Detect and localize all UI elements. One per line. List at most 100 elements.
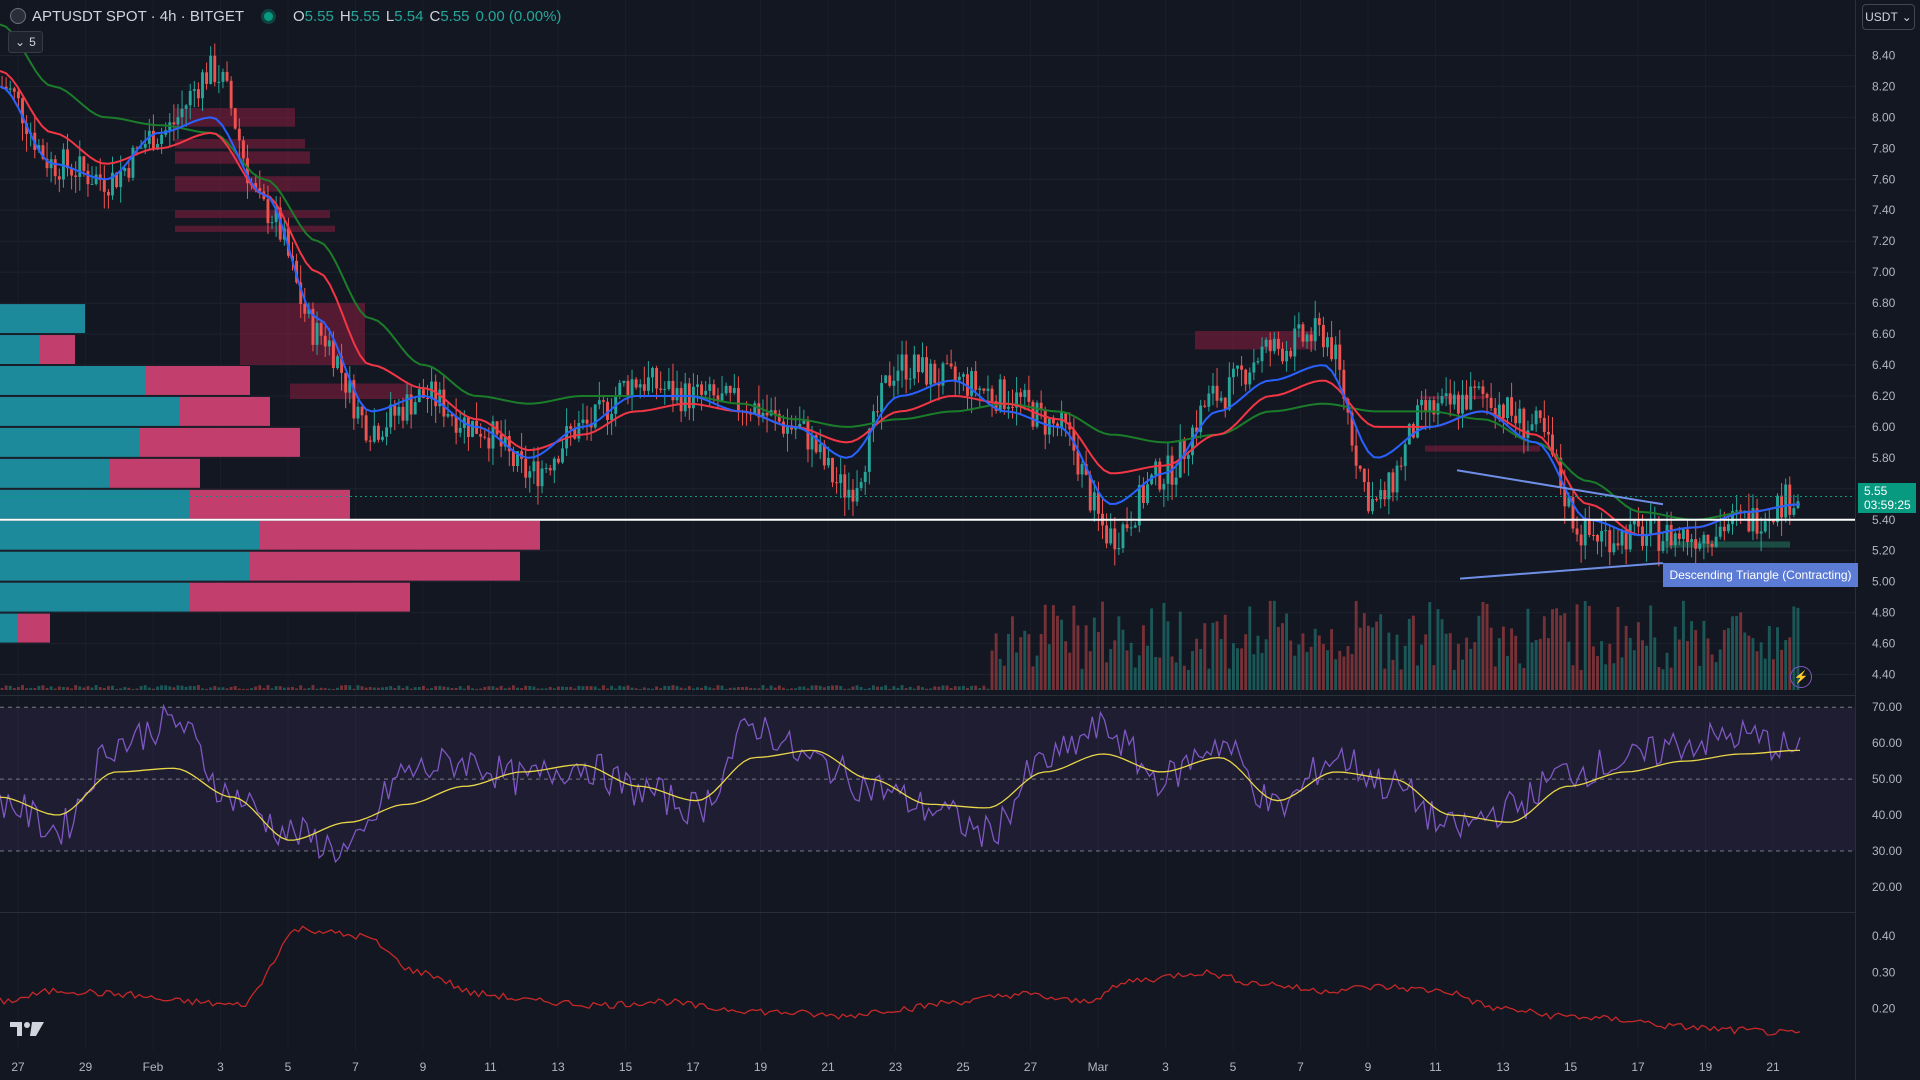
volume-bar bbox=[1600, 641, 1604, 690]
candle-body bbox=[986, 388, 990, 391]
time-tick-label: 5 bbox=[1230, 1060, 1237, 1074]
supply-zone bbox=[1420, 395, 1485, 400]
volume-bar bbox=[597, 688, 601, 690]
volume-bar bbox=[376, 687, 380, 690]
volume-bar bbox=[1452, 669, 1456, 690]
time-tick-label: 7 bbox=[352, 1060, 359, 1074]
volume-bar bbox=[1428, 602, 1432, 690]
volume-profile-down bbox=[110, 458, 200, 488]
volume-bar bbox=[1285, 613, 1289, 690]
ema-slow-line bbox=[0, 23, 1801, 521]
volume-bar bbox=[323, 688, 327, 690]
symbol-title[interactable]: APTUSDT SPOT · 4h · BITGET bbox=[32, 7, 244, 25]
candle-body bbox=[1035, 402, 1039, 427]
volume-bar bbox=[397, 685, 401, 690]
volume-bar bbox=[986, 688, 990, 690]
candle-body bbox=[1105, 525, 1109, 544]
volume-bar bbox=[757, 688, 761, 690]
candle-body bbox=[1166, 455, 1170, 484]
candle-body bbox=[409, 394, 413, 415]
candle-body bbox=[180, 108, 184, 118]
volume-bar bbox=[1714, 662, 1718, 690]
rsi-tick-label: 40.00 bbox=[1872, 808, 1902, 822]
candle-body bbox=[663, 388, 667, 390]
volume-bar bbox=[250, 688, 254, 690]
time-tick-label: 17 bbox=[686, 1060, 700, 1074]
volume-bar bbox=[806, 688, 810, 690]
volume-bar bbox=[1191, 651, 1194, 690]
candle-body bbox=[1710, 543, 1714, 547]
volume-bar bbox=[389, 686, 393, 690]
volume-bar bbox=[945, 685, 949, 690]
candle-body bbox=[233, 108, 237, 129]
volume-bar bbox=[254, 686, 258, 690]
volume-bar bbox=[286, 687, 290, 690]
candle-body bbox=[540, 468, 544, 487]
volume-bar bbox=[1620, 657, 1624, 690]
volume-bar bbox=[994, 633, 998, 690]
candle-body bbox=[761, 412, 765, 418]
candle-body bbox=[798, 423, 802, 428]
volume-bar bbox=[1465, 637, 1469, 690]
volume-profile-up bbox=[0, 458, 110, 488]
volume-bar bbox=[344, 685, 348, 690]
candle-body bbox=[1706, 534, 1710, 544]
candle-body bbox=[1051, 418, 1055, 424]
volume-bar bbox=[933, 686, 937, 690]
volume-bar bbox=[536, 688, 540, 690]
volume-bar bbox=[45, 688, 49, 690]
volume-bar bbox=[941, 685, 945, 690]
pattern-label[interactable]: Descending Triangle (Contracting) bbox=[1663, 563, 1858, 587]
tradingview-logo-icon[interactable] bbox=[10, 1020, 44, 1038]
volume-bar bbox=[1669, 667, 1673, 690]
candle-body bbox=[1575, 528, 1579, 535]
volume-bar bbox=[683, 688, 687, 690]
candle-body bbox=[1219, 397, 1223, 401]
candle-body bbox=[970, 371, 974, 396]
volume-bar bbox=[573, 688, 577, 690]
volume-bar bbox=[336, 687, 339, 690]
candle-body bbox=[1731, 511, 1734, 525]
candle-body bbox=[1792, 508, 1796, 515]
volume-bar bbox=[340, 685, 344, 690]
candle-body bbox=[1739, 510, 1743, 512]
volume-bar bbox=[372, 687, 376, 690]
volume-bar bbox=[1641, 640, 1644, 690]
candle-body bbox=[982, 388, 986, 391]
candle-body bbox=[1411, 424, 1415, 438]
lightning-icon[interactable]: ⚡ bbox=[1790, 666, 1812, 688]
candle-body bbox=[237, 128, 241, 141]
last-price-value: 5.55 bbox=[1864, 484, 1888, 498]
volume-bar bbox=[798, 686, 802, 690]
candle-body bbox=[1326, 337, 1329, 348]
candle-body bbox=[1522, 408, 1526, 438]
volume-profile-down bbox=[145, 366, 250, 395]
time-tick-label: 23 bbox=[889, 1060, 903, 1074]
volume-bar bbox=[1559, 615, 1563, 690]
candle-body bbox=[606, 401, 609, 421]
candle-body bbox=[806, 420, 810, 450]
volume-bar bbox=[1403, 645, 1407, 690]
candle-body bbox=[495, 421, 499, 435]
volume-bar bbox=[1342, 656, 1346, 690]
candle-body bbox=[732, 387, 736, 393]
volume-bar bbox=[548, 687, 552, 690]
rsi-tick-label: 70.00 bbox=[1872, 700, 1902, 714]
candle-body bbox=[1031, 401, 1035, 427]
volume-bar bbox=[961, 685, 965, 690]
volume-bar bbox=[736, 687, 740, 690]
volume-bar bbox=[462, 688, 466, 690]
volume-bar bbox=[1407, 618, 1411, 690]
candle-body bbox=[544, 468, 548, 470]
volume-bar bbox=[835, 685, 839, 690]
volume-bar bbox=[802, 686, 806, 690]
candle-body bbox=[376, 425, 380, 440]
volume-bar bbox=[139, 685, 143, 690]
currency-selector[interactable]: USDT ⌄ bbox=[1862, 4, 1915, 30]
candle-body bbox=[925, 357, 929, 385]
rsi-pane bbox=[0, 703, 1855, 864]
indicators-toggle-button[interactable]: ⌄ 5 bbox=[8, 31, 43, 53]
volume-profile-down bbox=[250, 551, 520, 581]
volume-bar bbox=[700, 687, 704, 690]
